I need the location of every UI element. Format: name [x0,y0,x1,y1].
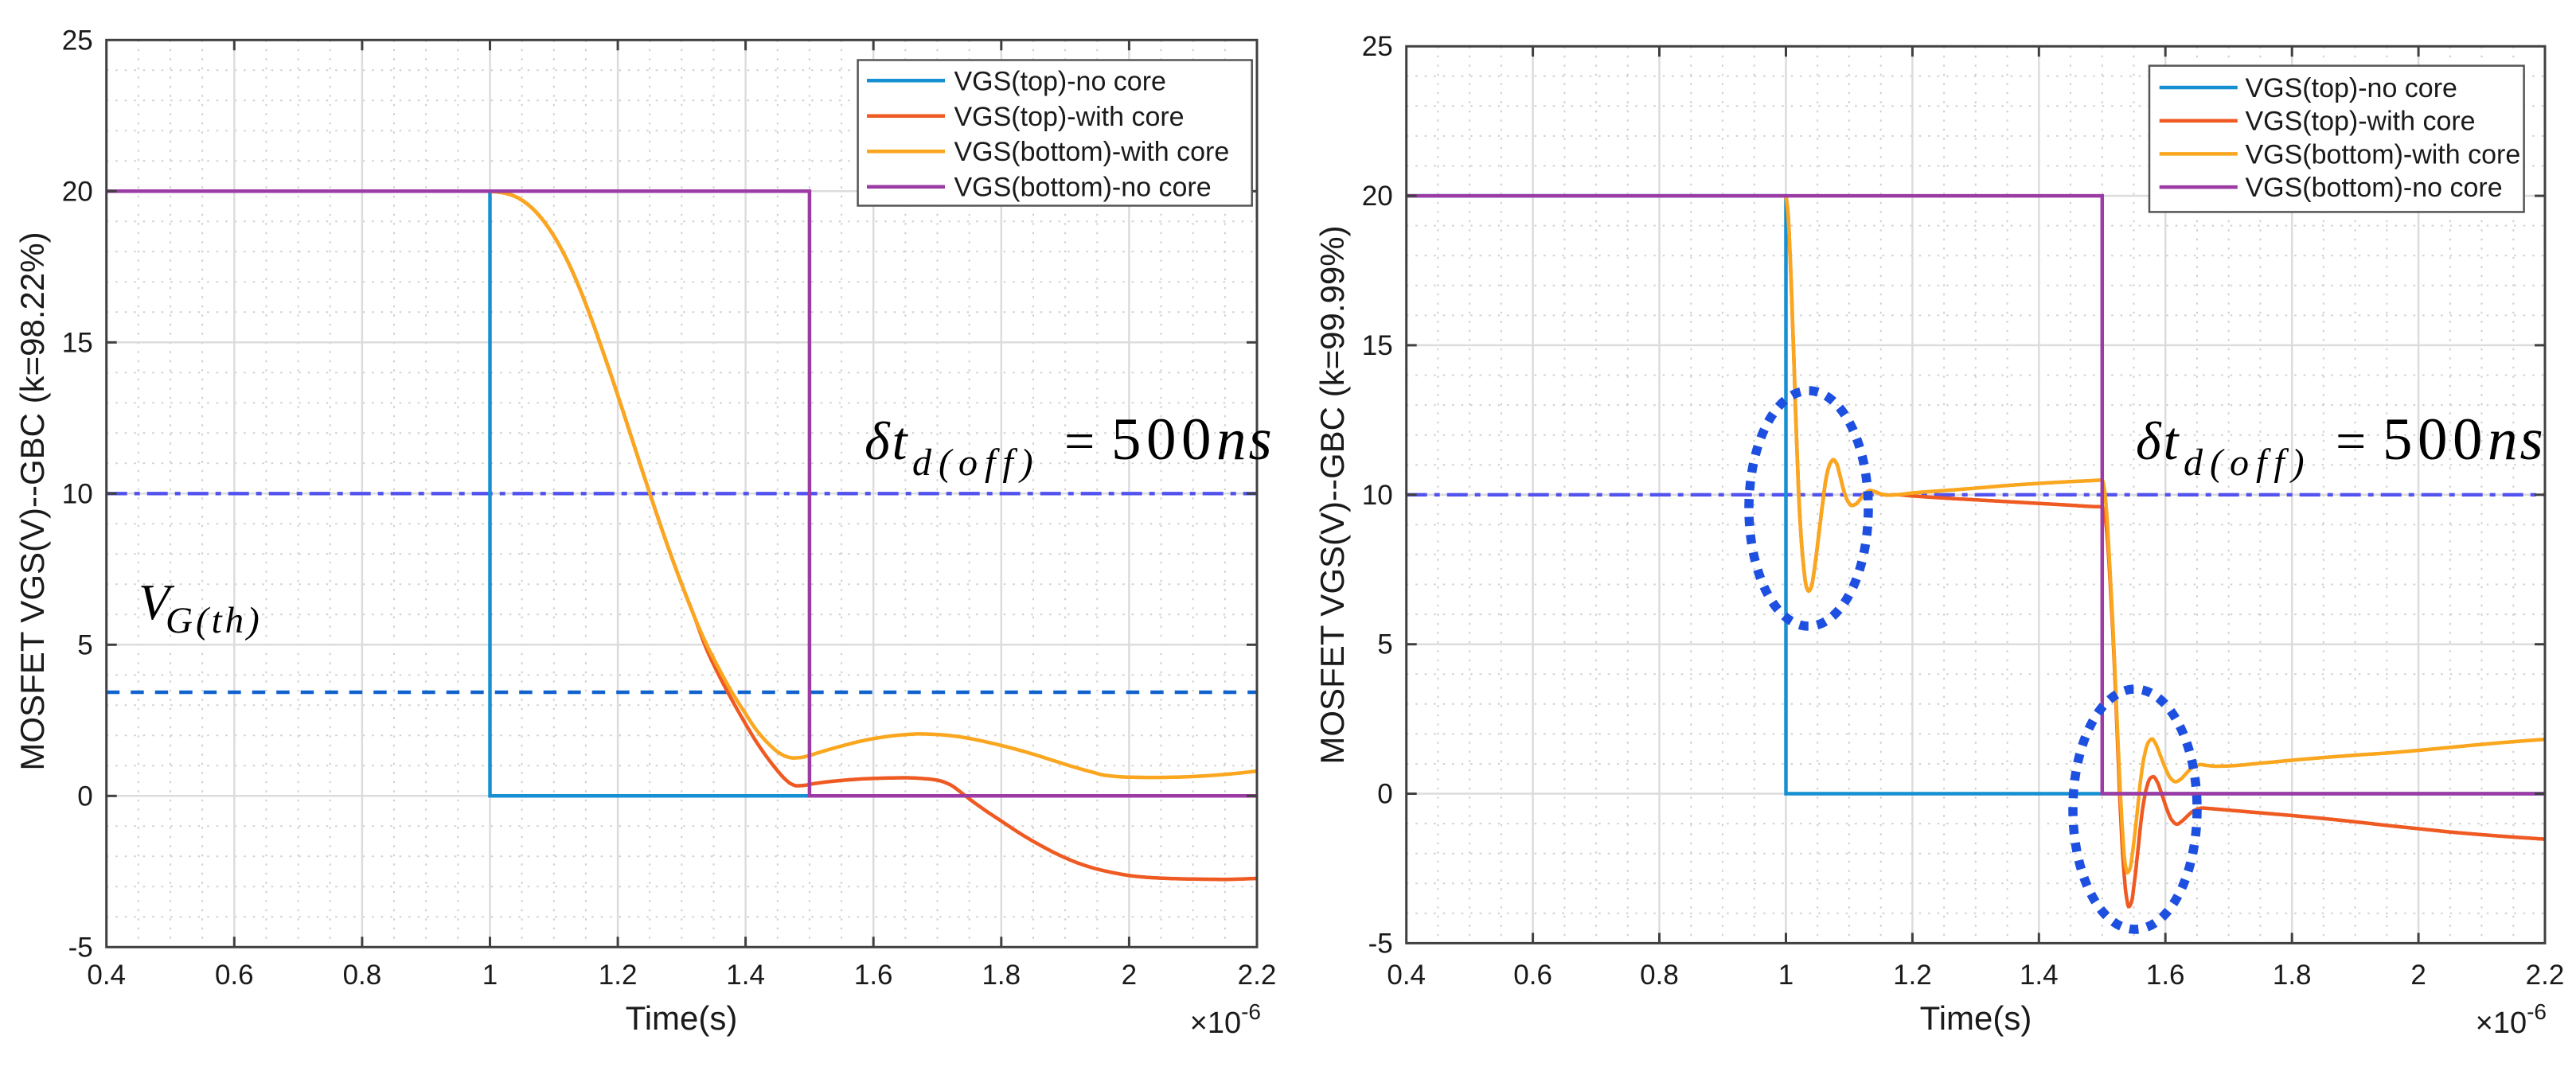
svg-text:-5: -5 [1368,928,1393,959]
svg-text:1: 1 [482,960,498,991]
svg-text:0.4: 0.4 [1387,960,1426,991]
svg-text:25: 25 [1362,31,1393,62]
svg-text:d(off): d(off) [2184,442,2312,484]
svg-text:15: 15 [1362,330,1393,361]
svg-text:VGS(top)-no core: VGS(top)-no core [954,66,1166,96]
svg-text:1.8: 1.8 [2273,960,2312,991]
svg-text:δt: δt [865,411,910,471]
svg-text:VGS(bottom)-no core: VGS(bottom)-no core [954,173,1212,203]
svg-text:1.2: 1.2 [1893,960,1932,991]
svg-text:0.8: 0.8 [343,960,382,991]
svg-text:20: 20 [62,176,93,207]
svg-text:2: 2 [2410,960,2426,991]
svg-text:=: = [2336,411,2366,471]
svg-text:d(off): d(off) [912,442,1040,484]
svg-text:500ns: 500ns [2383,407,2546,473]
svg-text:Time(s): Time(s) [1920,999,2032,1037]
svg-text:VGS(bottom)-with core: VGS(bottom)-with core [2246,139,2521,169]
svg-text:5: 5 [77,629,92,660]
svg-text:-5: -5 [68,932,93,963]
svg-text:0.8: 0.8 [1640,960,1679,991]
svg-text:VGS(bottom)-with core: VGS(bottom)-with core [954,137,1230,167]
svg-text:MOSFET VGS(V)--GBC (k=99.99%): MOSFET VGS(V)--GBC (k=99.99%) [1313,225,1351,764]
svg-text:5: 5 [1377,629,1392,660]
svg-text:10: 10 [62,478,93,509]
svg-text:δt: δt [2136,411,2181,471]
svg-text:15: 15 [62,327,93,358]
svg-text:1.4: 1.4 [2020,960,2059,991]
svg-text:=: = [1064,411,1095,471]
svg-text:MOSFET VGS(V)--GBC (k=98.22%): MOSFET VGS(V)--GBC (k=98.22%) [14,232,51,770]
svg-text:VGS(top)-with core: VGS(top)-with core [954,102,1185,132]
svg-text:0.4: 0.4 [87,960,126,991]
svg-text:1: 1 [1778,960,1793,991]
svg-text:V: V [139,574,175,630]
svg-text:1.8: 1.8 [982,960,1021,991]
svg-text:1.4: 1.4 [726,960,765,991]
svg-text:0.6: 0.6 [1513,960,1552,991]
svg-text:2.2: 2.2 [2526,960,2565,991]
svg-text:2.2: 2.2 [1238,960,1277,991]
svg-text:25: 25 [62,25,93,56]
svg-text:2: 2 [1122,960,1137,991]
svg-text:VGS(top)-with core: VGS(top)-with core [2246,107,2476,137]
svg-text:1.6: 1.6 [854,960,893,991]
svg-text:500ns: 500ns [1111,407,1274,473]
svg-text:VGS(top)-no core: VGS(top)-no core [2246,73,2457,103]
svg-text:1.6: 1.6 [2146,960,2185,991]
svg-text:10: 10 [1362,480,1393,511]
svg-text:20: 20 [1362,181,1393,212]
svg-text:0: 0 [77,781,92,812]
svg-text:0.6: 0.6 [215,960,254,991]
svg-text:VGS(bottom)-no core: VGS(bottom)-no core [2246,173,2503,203]
svg-text:G(th): G(th) [166,600,263,641]
svg-text:1.2: 1.2 [599,960,638,991]
svg-text:0: 0 [1377,779,1392,810]
svg-text:Time(s): Time(s) [626,999,738,1037]
